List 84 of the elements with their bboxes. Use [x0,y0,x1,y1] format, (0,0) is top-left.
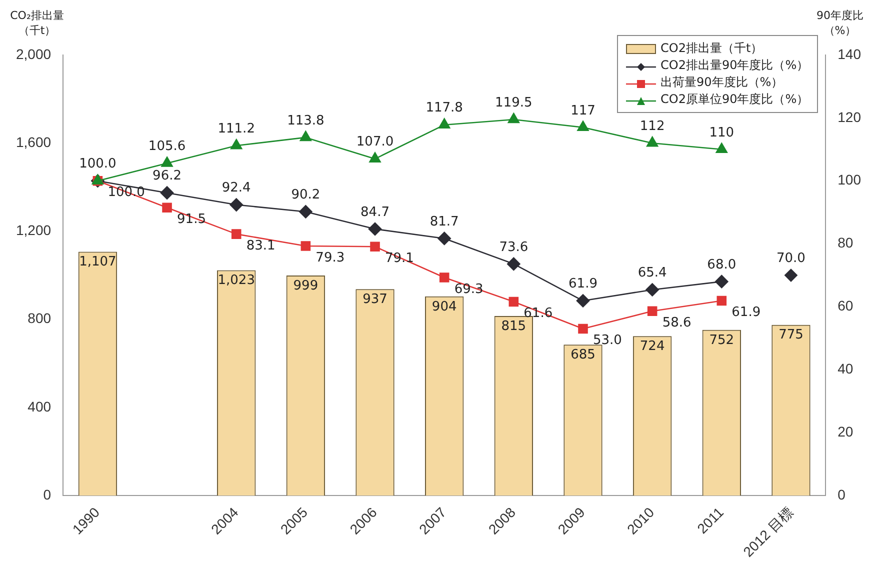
data-label: 775 [778,328,804,343]
point [231,229,242,239]
data-label: 96.2 [152,168,182,184]
data-label: 724 [640,338,665,354]
point [646,136,658,147]
legend-label: 出荷量90年度比（%） [660,74,784,91]
data-label: 937 [362,292,388,308]
y-tick-label: 0 [43,486,52,502]
point [438,232,451,246]
data-label: 73.6 [499,240,528,255]
point [576,294,590,308]
data-label: 61.9 [568,276,598,292]
data-label: 752 [709,332,734,348]
data-label: 815 [501,318,526,334]
point [716,296,727,306]
data-label: 119.5 [495,95,532,110]
point [368,222,382,236]
data-label: 81.7 [430,214,459,230]
point [508,296,519,307]
point [160,186,174,200]
point [300,130,312,142]
data-label: 105.6 [148,139,186,154]
y-tick-label: 2,000 [16,46,52,62]
point [578,324,588,334]
legend-label: CO2原単位90年度比（%） [660,91,809,108]
y-axis-title: CO₂排出量（千t） [9,8,65,38]
y-tick-label: 400 [28,398,52,414]
data-label: 92.4 [222,180,251,196]
data-label: 117 [570,103,596,118]
data-label: 112 [640,118,665,134]
y-tick-label: 1,200 [16,222,52,238]
point [438,118,450,129]
data-label: 53.0 [592,333,622,348]
data-label: 83.1 [246,238,276,254]
data-label: 70.0 [776,251,806,266]
y2-tick-label: 20 [838,423,854,440]
point [439,272,450,282]
point [577,120,589,132]
data-label: 685 [570,348,596,363]
y2-tick-label: 120 [838,108,862,125]
data-label: 68.0 [707,257,736,272]
legend-label: CO2排出量（千t） [660,40,763,57]
y2-tick-label: 0 [838,486,846,502]
data-label: 110 [709,125,734,140]
data-label: 107.0 [356,134,394,150]
data-label: 100.0 [79,156,116,172]
point [162,202,172,213]
data-label: 1,023 [218,273,255,288]
y2-tick-label: 80 [838,234,854,251]
point [370,242,380,252]
point [230,138,242,150]
data-label: 84.7 [360,204,390,220]
y2-tick-label: 60 [838,298,854,314]
data-label: 999 [293,278,318,294]
data-label: 904 [432,299,457,314]
data-label: 1,107 [79,254,116,270]
data-label: 61.9 [732,305,761,320]
data-label: 90.2 [291,188,320,203]
point [161,156,173,167]
y-tick-label: 1,600 [16,134,52,150]
y2-axis-title: 90年度比（%） [816,8,864,38]
y2-tick-label: 100 [838,172,862,188]
point [369,152,381,162]
y2-tick-label: 40 [838,360,854,377]
data-label: 58.6 [662,316,692,331]
point [300,241,311,251]
data-label: 69.3 [454,282,484,297]
point [230,198,244,212]
point [715,274,728,288]
data-label: 79.3 [316,250,345,266]
point [507,257,520,271]
point [716,142,728,154]
point [508,112,520,124]
y-tick-label: 800 [28,310,52,326]
data-label: 111.2 [218,122,255,136]
data-label: 65.4 [638,266,667,281]
point [299,205,312,218]
point [647,306,658,316]
data-label: 113.8 [287,113,324,128]
data-label: 91.5 [177,212,206,227]
y2-tick-label: 140 [838,46,862,62]
legend-label: CO2排出量90年度比（%） [660,57,809,74]
data-label: 117.8 [426,100,463,116]
point [646,283,659,296]
